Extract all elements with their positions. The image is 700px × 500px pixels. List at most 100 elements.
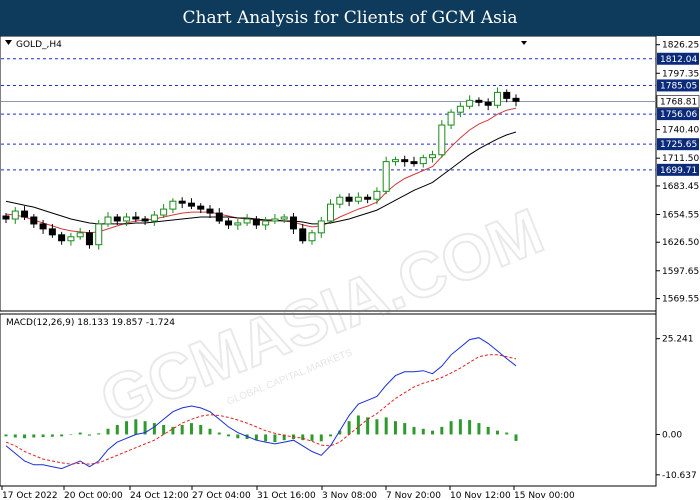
level-label: 1812.04 — [660, 55, 697, 65]
macd-histogram-bar — [356, 415, 360, 435]
candle-body — [2, 215, 10, 220]
macd-histogram-bar — [32, 434, 36, 438]
price-layer — [1, 58, 656, 250]
candle-body — [308, 232, 316, 242]
macd-histogram-bar — [60, 434, 64, 437]
macd-histogram-bar — [227, 434, 231, 437]
macd-histogram-bar — [366, 417, 370, 435]
candle-body — [354, 196, 362, 202]
candle-body — [197, 205, 205, 210]
macd-histogram-bar — [125, 421, 129, 435]
candle-body — [280, 216, 288, 220]
macd-histogram-bar — [393, 421, 397, 435]
macd-histogram-bar — [143, 421, 147, 435]
macd-axis-tick-label: 25.241 — [662, 335, 694, 345]
candle-body — [336, 196, 344, 205]
time-axis-tick-label: 7 Nov 20:00 — [386, 491, 441, 500]
candle-body — [30, 216, 38, 225]
scroll-marker-icon — [521, 41, 527, 45]
candle-body — [493, 91, 501, 106]
macd-histogram-bar — [347, 421, 351, 435]
macd-histogram-bar — [514, 434, 518, 441]
price-panel-frame — [0, 36, 657, 312]
macd-layer — [4, 337, 518, 470]
candle-body — [48, 228, 56, 236]
time-axis-tick-label: 31 Oct 16:00 — [257, 491, 316, 500]
banner-title: Chart Analysis for Clients of GCM Asia — [182, 8, 518, 28]
price-axis-tick-label: 1797.35 — [662, 69, 699, 79]
macd-histogram-bar — [458, 419, 462, 435]
candle-body — [289, 216, 297, 230]
macd-histogram-bar — [106, 428, 110, 435]
macd-histogram-bar — [477, 423, 481, 435]
level-label: 1785.05 — [660, 81, 697, 91]
chart-title-banner: Chart Analysis for Clients of GCM Asia — [0, 0, 700, 36]
macd-histogram-bar — [78, 432, 82, 435]
macd-panel-frame — [0, 313, 657, 487]
candle-body — [215, 212, 223, 222]
macd-histogram-bar — [264, 434, 268, 442]
macd-histogram-bar — [282, 434, 286, 441]
candle-body — [141, 218, 149, 222]
level-label-box — [657, 79, 699, 92]
macd-histogram-bar — [495, 430, 499, 435]
price-axis-tick-label: 1740.40 — [662, 126, 699, 136]
time-axis-tick-label: 24 Oct 12:00 — [130, 491, 189, 500]
candle-body — [317, 220, 325, 234]
macd-histogram-bar — [421, 428, 425, 435]
macd-histogram-bar — [87, 434, 91, 436]
candle-body — [373, 190, 381, 200]
time-axis-tick-label: 3 Nov 08:00 — [322, 491, 377, 500]
macd-histogram-bar — [97, 433, 101, 435]
candle-body — [104, 216, 112, 225]
candle-body — [160, 208, 168, 216]
level-label-box — [657, 52, 699, 65]
macd-axis-tick-label: -10.637 — [662, 471, 697, 481]
candle-body — [401, 159, 409, 163]
candle-body — [262, 220, 270, 226]
candle-body — [58, 234, 66, 242]
macd-histogram-bar — [301, 434, 305, 441]
macd-histogram-bar — [505, 432, 509, 435]
price-axis-tick-label: 1626.50 — [662, 238, 699, 248]
macd-histogram-bar — [41, 434, 45, 438]
signal-line — [5, 354, 517, 465]
time-axis-tick-label: 17 Oct 2022 — [2, 491, 58, 500]
macd-title: MACD(12,26,9) 18.133 19.857 -1.724 — [6, 318, 175, 328]
macd-histogram-bar — [23, 434, 27, 439]
candle-body — [391, 159, 399, 163]
price-axis-tick-label: 1597.65 — [662, 267, 699, 277]
candle-body — [364, 196, 372, 200]
candle-body — [206, 208, 214, 214]
price-axis-tick-label: 1683.45 — [662, 182, 699, 192]
candle-body — [382, 161, 390, 192]
macd-histogram-bar — [152, 423, 156, 435]
macd-histogram-bar — [208, 428, 212, 435]
macd-histogram-bar — [440, 426, 444, 435]
candle-body — [225, 220, 233, 226]
current-price-box — [656, 95, 700, 108]
macd-histogram-bar — [4, 434, 8, 437]
macd-histogram-bar — [468, 420, 472, 435]
candle-body — [299, 228, 307, 242]
candle-body — [456, 105, 464, 113]
level-label: 1756.06 — [660, 110, 697, 120]
candle-body — [466, 99, 474, 107]
level-label: 1699.71 — [660, 166, 697, 176]
candle-body — [271, 218, 279, 222]
candle-body — [243, 218, 251, 224]
candle-body — [169, 200, 177, 210]
candle-body — [234, 222, 242, 226]
price-axis-tick-label: 1654.55 — [662, 210, 699, 220]
macd-histogram-bar — [162, 424, 166, 435]
macd-histogram-bar — [384, 417, 388, 435]
candle-body — [39, 223, 47, 230]
candle-body — [484, 101, 492, 106]
macd-histogram-bar — [217, 432, 221, 435]
candle-body — [11, 210, 19, 220]
time-axis-tick-label: 20 Oct 00:00 — [64, 491, 123, 500]
macd-histogram-bar — [375, 419, 379, 435]
macd-histogram-bar — [254, 434, 258, 441]
macd-histogram-bar — [329, 434, 333, 437]
macd-axis-tick-label: 0.00 — [662, 430, 682, 440]
